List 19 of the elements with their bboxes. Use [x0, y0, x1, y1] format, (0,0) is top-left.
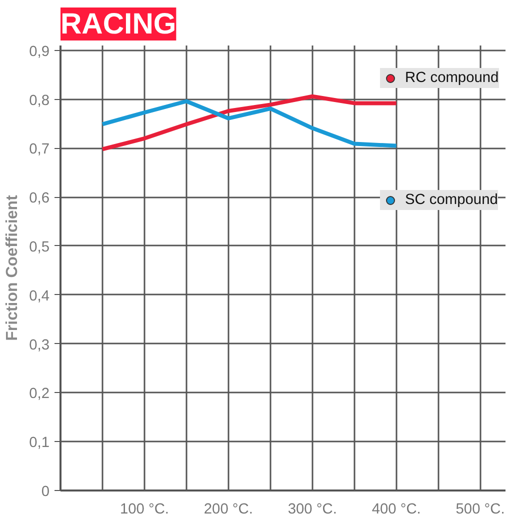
- x-tick-label: 100 °C.: [120, 502, 169, 518]
- legend-label: RC compound: [405, 70, 499, 86]
- x-tick-label: 300 °C.: [288, 502, 337, 518]
- y-axis-title: Friction Coefficient: [4, 194, 22, 341]
- x-tick-label: 200 °C.: [204, 502, 253, 518]
- y-tick-label: 0,8: [29, 92, 50, 109]
- y-tick-label: 0: [41, 484, 50, 500]
- y-tick-label: 0,9: [29, 44, 50, 60]
- y-tick-label: 0,4: [29, 288, 50, 304]
- chart-title: RACING: [60, 8, 176, 40]
- x-tick-label: 400 °C.: [372, 502, 421, 518]
- y-tick-label: 0,2: [29, 386, 50, 402]
- x-tick-label: 500 °C.: [456, 502, 505, 518]
- y-tick-label: 0,3: [29, 337, 50, 354]
- y-tick-label: 0,6: [29, 190, 50, 207]
- y-tick-label: 0,1: [29, 435, 50, 452]
- legend-label: SC compound: [405, 192, 498, 208]
- y-tick-label: 0,7: [29, 142, 50, 158]
- y-tick-label: 0,5: [29, 239, 50, 256]
